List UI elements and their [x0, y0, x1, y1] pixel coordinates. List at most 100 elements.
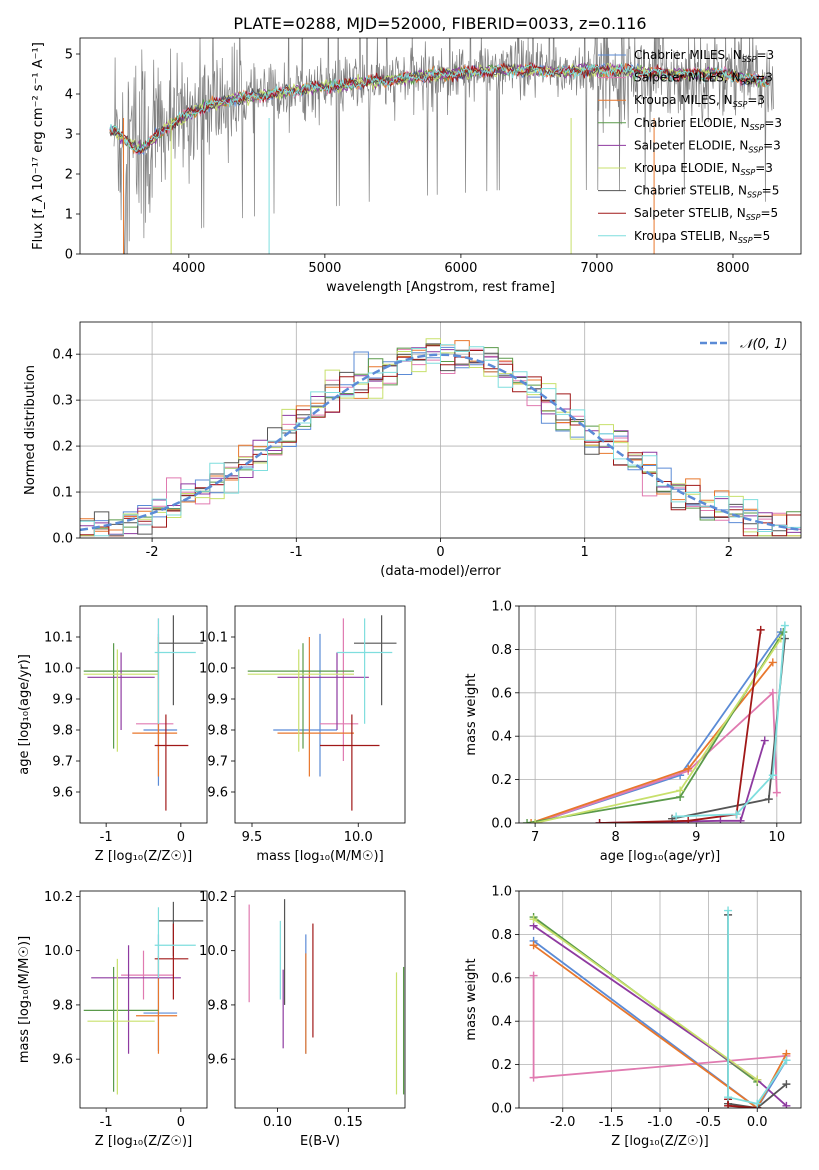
- axes-frame: [518, 890, 802, 1109]
- mass-weight-marker-kroupa-stelib: [672, 812, 681, 821]
- x-tick-label: -1: [100, 830, 113, 845]
- panel-spectrum: 4000 5000 6000 7000 8000 0 1 2 3 4 5 wavelength [An…: [31, 37, 802, 295]
- histogram-step-kroupa-stelib: [80, 344, 801, 537]
- mass-weight-marker-salpeter-elodie: [736, 816, 745, 823]
- x-tick-label: 7000: [580, 261, 613, 276]
- mass-weight-marker-salpeter-elodie: [782, 1101, 791, 1108]
- mass-weight-line-kroupa-miles: [533, 944, 788, 1108]
- spectrum-legend: Chabrier MILES, NSSP=3 Salpeter MILES, NS…: [598, 48, 782, 245]
- x-axis-label: E(B-V): [300, 1134, 340, 1149]
- panel-age-vs-mass: 9.5 10.0 9.6 9.7 9.8 9.9 10.0 10.1 mass [log₁₀(M…: [199, 605, 406, 864]
- mass-weight-marker-kroupa-stelib: [753, 1099, 762, 1108]
- y-tick-label: 9.9: [207, 693, 228, 708]
- y-tick-label: 0.4: [491, 730, 512, 745]
- x-tick-label: 4000: [172, 261, 205, 276]
- axes-frame: [79, 37, 802, 255]
- normal-pdf-line: [80, 353, 801, 532]
- y-tick-label: 0.6: [491, 686, 512, 701]
- mass-weight-marker-kroupa-stelib: [732, 810, 741, 819]
- x-tick-label: 8: [612, 830, 620, 845]
- spectrum-plot-area: [109, 38, 774, 254]
- mass-weight-marker-salpeter-stelib: [684, 816, 693, 823]
- mass-weight-marker-kroupa-stelib: [724, 906, 733, 915]
- mass-weight-marker-kroupa-miles: [529, 941, 538, 950]
- errorbar-plot-area: [248, 899, 405, 1095]
- y-tick-label: 9.8: [52, 724, 73, 739]
- x-tick-label: 2: [725, 545, 733, 560]
- model-line-kroupa-elodie: [109, 62, 769, 153]
- panel-age-vs-Z: -1 0 9.6 9.7 9.8 9.9 10.0 10.1 Z [log₁₀(Z/Z☉)] ag…: [17, 605, 208, 864]
- x-tick-label: 0: [436, 545, 444, 560]
- y-tick-label: 0.0: [52, 532, 73, 547]
- y-tick-label: 0.3: [52, 394, 73, 409]
- panel-mass-vs-Z: -1 0 9.6 9.8 10.0 10.2 Z [log₁₀(Z/Z☉)] mass [lo…: [17, 890, 208, 1149]
- histogram-plot-area: [80, 338, 801, 537]
- mass-weight-marker-salpeter-miles: [529, 971, 538, 980]
- mass-weight-marker-kroupa-elodie: [531, 819, 540, 823]
- panel-mass-vs-ebv: 0.10 0.15 9.6 9.8 10.0 10.2 E(B-V): [199, 890, 406, 1149]
- y-tick-label: 0: [65, 248, 73, 263]
- mass-weight-line-salpeter-stelib: [599, 629, 762, 823]
- mass-weight-marker-salpeter-stelib: [595, 819, 604, 823]
- legend-label: Chabrier STELIB, NSSP=5: [634, 184, 779, 200]
- y-tick-label: 10.0: [199, 662, 228, 677]
- y-tick-label: 1.0: [491, 885, 512, 900]
- mass-weight-line-chabrier-miles: [534, 631, 782, 823]
- y-tick-label: 9.8: [52, 998, 73, 1013]
- x-tick-label: 10: [769, 830, 786, 845]
- mass-weight-marker-kroupa-stelib: [780, 621, 789, 630]
- mass-weight-line-chabrier-stelib: [671, 638, 786, 820]
- mass-weight-marker-salpeter-elodie: [760, 736, 769, 745]
- y-tick-label: 4: [65, 88, 73, 103]
- mass-weight-line-salpeter-miles: [534, 690, 778, 823]
- mass-weight-marker-kroupa-miles: [527, 819, 536, 823]
- errorbar-plot-area: [83, 615, 204, 811]
- mass-weight-line-kroupa-elodie: [534, 638, 782, 823]
- legend-label: Salpeter ELODIE, NSSP=3: [634, 138, 781, 154]
- y-tick-label: 0.0: [491, 817, 512, 832]
- x-axis-label: (data-model)/error: [380, 564, 501, 579]
- model-line-kroupa-stelib: [109, 63, 769, 153]
- y-tick-label: 10.0: [199, 944, 228, 959]
- y-tick-label: 3: [65, 128, 73, 143]
- x-tick-label: -1: [100, 1115, 113, 1130]
- x-tick-label: -2.0: [550, 1115, 575, 1130]
- mass-weight-marker-chabrier-elodie: [523, 819, 532, 823]
- x-tick-label: 0.10: [263, 1115, 292, 1130]
- axes-frame: [79, 321, 802, 539]
- y-tick-label: 9.6: [207, 786, 228, 801]
- y-tick-label: 5: [65, 48, 73, 63]
- mass-weight-marker-salpeter-stelib: [724, 1101, 733, 1108]
- axes-frame: [79, 605, 208, 824]
- y-tick-label: 2: [65, 168, 73, 183]
- y-tick-label: 0.8: [491, 928, 512, 943]
- x-tick-label: 0.0: [747, 1115, 768, 1130]
- legend-label: Kroupa ELODIE, NSSP=3: [634, 161, 773, 177]
- mass-weight-line-kroupa-miles: [530, 661, 774, 823]
- legend-label: Kroupa STELIB, NSSP=5: [634, 229, 770, 245]
- x-axis-label: Z [log₁₀(Z/Z☉)]: [611, 1134, 708, 1149]
- y-tick-label: 9.7: [52, 755, 73, 770]
- y-tick-label: 0.2: [491, 1058, 512, 1073]
- mass-weight-marker-chabrier-stelib: [782, 1080, 791, 1089]
- x-tick-label: 7: [531, 830, 539, 845]
- x-axis-label: Z [log₁₀(Z/Z☉)]: [95, 1134, 192, 1149]
- y-tick-label: 10.2: [44, 890, 73, 905]
- y-tick-label: 0.2: [52, 440, 73, 455]
- y-tick-label: 10.0: [44, 944, 73, 959]
- panel-residual-histogram: -2 -1 0 1 2 0.0 0.1 0.2 0.3 0.4 (data-model)/error…: [23, 321, 802, 579]
- x-axis-label: mass [log₁₀(M/M☉)]: [256, 849, 383, 864]
- mass-weight-marker-salpeter-miles: [529, 1073, 538, 1082]
- mass-weight-marker-kroupa-miles: [684, 764, 693, 773]
- mass-weight-marker-kroupa-stelib: [782, 1056, 791, 1065]
- spectrum-data-line: [113, 38, 774, 254]
- mass-weight-plot-area: [529, 906, 791, 1108]
- y-tick-label: 10.1: [44, 631, 73, 646]
- y-tick-label: 0.8: [491, 643, 512, 658]
- mass-weight-marker-kroupa-elodie: [676, 786, 685, 795]
- y-tick-label: 0.4: [491, 1015, 512, 1030]
- x-tick-label: -2: [146, 545, 159, 560]
- errorbar-plot-area: [247, 615, 397, 811]
- mass-weight-marker-salpeter-miles: [768, 688, 777, 697]
